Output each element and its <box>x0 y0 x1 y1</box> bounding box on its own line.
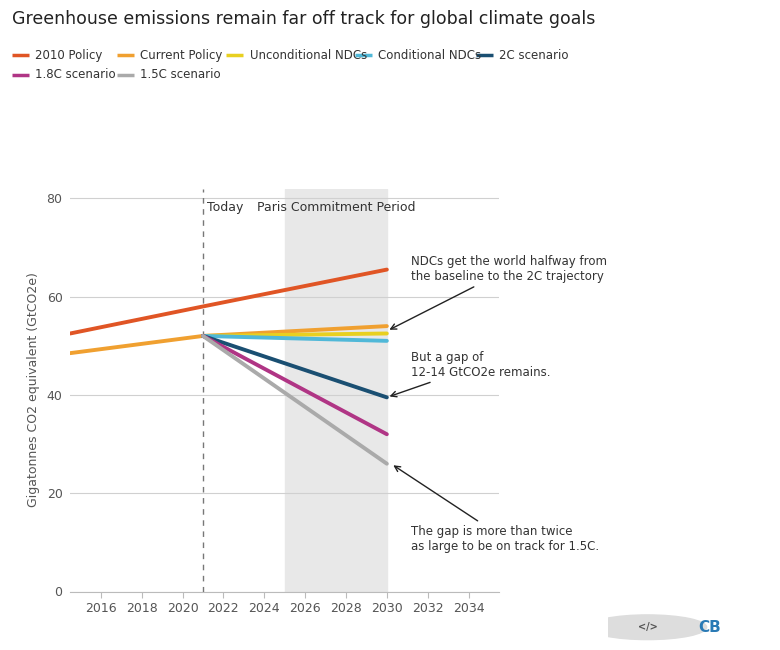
Text: Paris Commitment Period: Paris Commitment Period <box>257 201 415 214</box>
Text: NDCs get the world halfway from
the baseline to the 2C trajectory: NDCs get the world halfway from the base… <box>391 255 608 329</box>
Y-axis label: Gigatonnes CO2 equivalent (GtCO2e): Gigatonnes CO2 equivalent (GtCO2e) <box>27 272 40 508</box>
Bar <box>285 188 387 592</box>
Text: The gap is more than twice
as large to be on track for 1.5C.: The gap is more than twice as large to b… <box>395 466 600 553</box>
Text: 1.5C scenario: 1.5C scenario <box>140 68 221 81</box>
Text: Greenhouse emissions remain far off track for global climate goals: Greenhouse emissions remain far off trac… <box>12 10 595 28</box>
Text: But a gap of
12-14 GtCO2e remains.: But a gap of 12-14 GtCO2e remains. <box>391 351 551 396</box>
Text: Unconditional NDCs: Unconditional NDCs <box>250 49 367 62</box>
Text: Today: Today <box>207 201 243 214</box>
Text: Conditional NDCs: Conditional NDCs <box>378 49 481 62</box>
Text: 1.8C scenario: 1.8C scenario <box>35 68 115 81</box>
Text: 2C scenario: 2C scenario <box>499 49 569 62</box>
Text: 2010 Policy: 2010 Policy <box>35 49 102 62</box>
Text: CB: CB <box>698 619 722 635</box>
Text: Current Policy: Current Policy <box>140 49 223 62</box>
Text: </>: </> <box>637 622 658 632</box>
Circle shape <box>588 615 707 640</box>
